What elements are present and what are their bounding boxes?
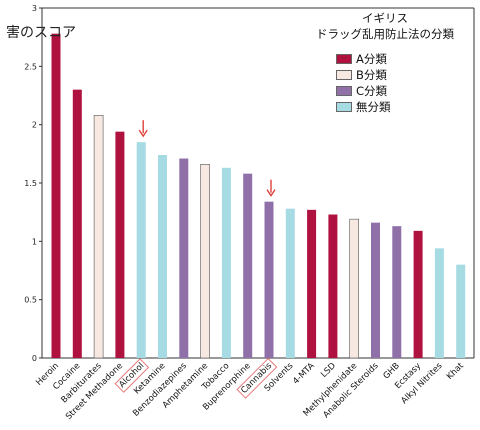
bar-heroin (51, 33, 61, 359)
legend-label-a: A分類 (356, 51, 387, 66)
bar-benzodiazepines (179, 158, 189, 358)
highlight-box-alcohol (114, 358, 150, 393)
y-tick-label: 2 (32, 121, 37, 130)
bar-ecstasy (413, 230, 423, 358)
bar-4-mta (307, 209, 317, 358)
highlight-box-cannabis (236, 357, 278, 399)
arrow-head-cannabis (266, 189, 276, 197)
legend-swatch-unclassified (336, 101, 352, 112)
bar-amphetamine (200, 164, 210, 359)
bar-street-methadone (115, 131, 125, 358)
bar-methylphenidate (349, 218, 360, 359)
bar-tobacco (221, 167, 231, 358)
legend-label-unclassified: 無分類 (356, 99, 391, 114)
x-tick-label-4-mta: 4-MTA (291, 361, 317, 387)
legend: A分類 B分類 C分類 無分類 (336, 51, 391, 115)
bar-buprenorphine (243, 173, 253, 358)
highlight-marks (114, 120, 278, 399)
legend-item-b: B分類 (336, 67, 391, 82)
legend-title-line-2: ドラッグ乱用防止法の分類 (316, 27, 454, 41)
x-tick-label-khat: Khat (445, 361, 466, 382)
bar-barbiturates (93, 115, 104, 359)
y-tick-label: 0.5 (24, 296, 37, 305)
bar-cannabis (264, 201, 274, 358)
y-tick-label: 1.5 (24, 179, 37, 188)
legend-swatch-a (336, 53, 352, 64)
bar-anabolic-steroids (371, 222, 380, 358)
legend-item-a: A分類 (336, 51, 391, 66)
legend-item-unclassified: 無分類 (336, 99, 391, 114)
bar-solvents (285, 208, 295, 358)
bar-cocaine (72, 89, 82, 359)
axes: 0 0.5 1 1.5 2 2.5 3 (24, 4, 475, 363)
legend-label-c: C分類 (356, 83, 388, 98)
y-tick-label: 3 (32, 4, 37, 13)
bars (51, 33, 466, 359)
legend-title-line-1: イギリス (362, 11, 408, 25)
y-tick-label: 2.5 (24, 62, 37, 71)
legend-title: イギリス ドラッグ乱用防止法の分類 (300, 10, 470, 42)
bar-ketamine (158, 155, 167, 358)
legend-swatch-c (336, 85, 352, 96)
y-axis-title: 害のスコア (6, 25, 76, 41)
bar-lsd (328, 214, 338, 358)
legend-swatch-b (336, 69, 352, 80)
legend-label-b: B分類 (356, 67, 387, 82)
y-tick-label: 1 (32, 237, 37, 246)
y-tick-label: 0 (32, 354, 37, 363)
legend-item-c: C分類 (336, 83, 391, 98)
bar-alcohol (136, 142, 146, 358)
bar-ghb (392, 226, 402, 358)
bar-khat (456, 264, 466, 358)
bar-alkyl-nitrites (434, 248, 444, 358)
arrow-head-alcohol (138, 129, 148, 138)
